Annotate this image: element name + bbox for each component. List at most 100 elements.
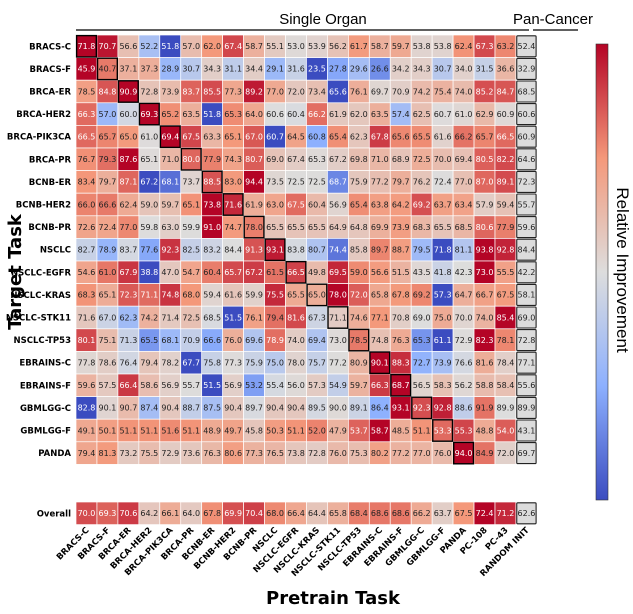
cell-value-label: 79.7 xyxy=(392,178,410,187)
cell-value-label: 74.8 xyxy=(161,291,179,300)
cell-value-label: 53.2 xyxy=(245,381,263,390)
cell-value-label: 62.6 xyxy=(518,509,536,518)
cell-value-label: 91.3 xyxy=(245,246,263,255)
random-init-box xyxy=(516,57,537,80)
cell-value-label: 67.9 xyxy=(119,268,137,277)
cell-value-label: 41.8 xyxy=(434,268,452,277)
cell-value-label: 77.9 xyxy=(497,223,515,232)
row-label: NSCLC xyxy=(40,246,71,256)
cell-value-label: 90.0 xyxy=(329,404,347,413)
cell-value-label: 65.3 xyxy=(308,155,326,164)
cell-value-label: 56.6 xyxy=(371,268,389,277)
cell-value-label: 51.5 xyxy=(224,313,242,322)
cell-value-label: 66.2 xyxy=(455,133,473,142)
cell-value-label: 61.0 xyxy=(140,133,158,142)
cell-value-label: 68.5 xyxy=(455,223,473,232)
cell-value-label: 76.0 xyxy=(224,336,242,345)
cell-value-label: 73.9 xyxy=(161,87,179,96)
cell-value-label: 74.8 xyxy=(371,336,389,345)
cell-value-label: 78.2 xyxy=(161,359,179,368)
cell-value-label: 74.7 xyxy=(224,223,242,232)
cell-value-label: 65.4 xyxy=(329,133,347,142)
cell-value-label: 66.2 xyxy=(413,509,431,518)
cell-value-label: 51.1 xyxy=(140,426,158,435)
cell-value-label: 79.5 xyxy=(413,246,431,255)
cell-value-label: 77.3 xyxy=(245,449,263,458)
cell-value-label: 69.3 xyxy=(99,509,117,518)
cell-value-label: 65.5 xyxy=(308,223,326,232)
cell-value-label: 91.9 xyxy=(476,404,494,413)
cell-value-label: 67.5 xyxy=(497,291,515,300)
cell-value-label: 77.0 xyxy=(413,449,431,458)
cell-value-label: 60.4 xyxy=(287,110,305,119)
single-organ-label: Single Organ xyxy=(279,11,367,28)
cell-value-label: 67.8 xyxy=(392,291,410,300)
cell-value-label: 76.6 xyxy=(455,359,473,368)
diagonal-highlight-box xyxy=(390,373,412,397)
cell-value-label: 72.9 xyxy=(161,449,179,458)
cell-value-label: 85.2 xyxy=(476,87,494,96)
cell-value-label: 32.9 xyxy=(518,65,536,74)
y-axis-title: Target Task xyxy=(5,213,26,330)
cell-value-label: 77.2 xyxy=(371,178,389,187)
cell-value-label: 67.3 xyxy=(476,42,494,51)
cell-value-label: 77.8 xyxy=(78,359,96,368)
heatmap-cell xyxy=(515,441,538,465)
cell-value-label: 66.2 xyxy=(308,110,326,119)
cell-value-label: 76.0 xyxy=(329,449,347,458)
random-init-box xyxy=(516,306,537,329)
cell-value-label: 90.4 xyxy=(266,404,284,413)
cell-value-label: 76.5 xyxy=(266,449,284,458)
cell-value-label: 63.5 xyxy=(371,110,389,119)
cell-value-label: 56.2 xyxy=(455,381,473,390)
cell-value-label: 59.4 xyxy=(497,200,515,209)
cell-value-label: 81.1 xyxy=(455,246,473,255)
cell-value-label: 63.5 xyxy=(182,110,200,119)
cell-value-label: 67.5 xyxy=(287,200,305,209)
diagonal-highlight-box xyxy=(159,125,181,149)
diagonal-highlight-box xyxy=(180,147,202,171)
cell-value-label: 67.4 xyxy=(224,42,242,51)
cell-value-label: 82.2 xyxy=(497,155,515,164)
row-label: BCNB-PR xyxy=(28,223,71,233)
cell-value-label: 67.0 xyxy=(99,313,117,322)
cell-value-label: 90.4 xyxy=(287,404,305,413)
cell-value-label: 63.0 xyxy=(161,223,179,232)
cell-value-label: 73.8 xyxy=(287,449,305,458)
cell-value-label: 61.9 xyxy=(329,110,347,119)
cell-value-label: 70.0 xyxy=(455,313,473,322)
cell-value-label: 69.5 xyxy=(329,268,347,277)
cell-value-label: 61.6 xyxy=(224,291,242,300)
diagonal-highlight-box xyxy=(201,170,223,194)
cell-value-label: 45.8 xyxy=(245,426,263,435)
cell-value-label: 74.2 xyxy=(140,313,158,322)
cell-value-label: 69.2 xyxy=(413,291,431,300)
cell-value-label: 64.6 xyxy=(518,155,536,164)
cell-value-label: 73.0 xyxy=(329,336,347,345)
cell-value-label: 66.5 xyxy=(497,133,515,142)
cell-value-label: 66.1 xyxy=(161,509,179,518)
diagonal-highlight-box xyxy=(243,215,265,239)
cell-value-label: 89.1 xyxy=(497,178,515,187)
cell-value-label: 69.7 xyxy=(518,449,536,458)
cell-value-label: 62.4 xyxy=(455,42,473,51)
cell-value-label: 37.3 xyxy=(140,65,158,74)
cell-value-label: 75.5 xyxy=(140,449,158,458)
cell-value-label: 78.5 xyxy=(78,87,96,96)
cell-value-label: 75.0 xyxy=(434,313,452,322)
cell-value-label: 87.4 xyxy=(140,404,158,413)
x-axis-title: Pretrain Task xyxy=(266,588,401,609)
cell-value-label: 65.1 xyxy=(140,155,158,164)
cell-value-label: 75.7 xyxy=(308,359,326,368)
cell-value-label: 49.1 xyxy=(78,426,96,435)
cell-value-label: 89.2 xyxy=(245,87,263,96)
cell-value-label: 71.2 xyxy=(497,509,515,518)
random-init-box xyxy=(516,216,537,239)
cell-value-label: 80.9 xyxy=(350,359,368,368)
cell-value-label: 79.4 xyxy=(266,313,284,322)
cell-value-label: 65.7 xyxy=(99,133,117,142)
cell-value-label: 55.3 xyxy=(455,426,473,435)
cell-value-label: 59.9 xyxy=(245,291,263,300)
cell-value-label: 66.3 xyxy=(78,110,96,119)
cell-value-label: 67.2 xyxy=(140,178,158,187)
